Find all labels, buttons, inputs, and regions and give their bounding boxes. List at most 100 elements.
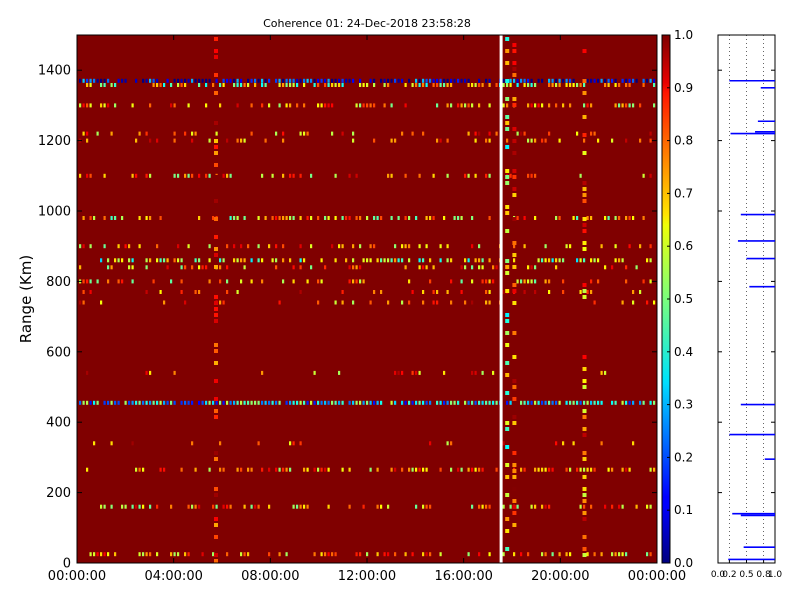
heatmap-cell <box>572 83 575 87</box>
heatmap-cell <box>541 138 544 143</box>
heatmap-cell <box>569 400 572 405</box>
y-tick-label: 800 <box>46 275 71 290</box>
heatmap-cell <box>582 499 587 503</box>
heatmap-cell <box>534 216 537 220</box>
heatmap-cell <box>257 400 260 405</box>
heatmap-cell <box>355 552 358 557</box>
heatmap-cell <box>408 300 411 305</box>
heatmap-cell <box>121 504 124 509</box>
heatmap-cell <box>429 279 432 284</box>
heatmap-cell <box>219 300 222 305</box>
heatmap-cell <box>383 78 386 83</box>
heatmap-cell <box>208 173 211 178</box>
heatmap-cell <box>341 467 344 472</box>
heatmap-cell <box>474 138 477 143</box>
heatmap-cell <box>505 445 510 449</box>
heatmap-cell <box>142 504 145 509</box>
heatmap-cell <box>471 216 474 220</box>
heatmap-cell <box>582 181 587 185</box>
heatmap-cell <box>282 216 285 220</box>
heatmap-cell <box>275 131 278 136</box>
heatmap-cell <box>436 138 439 143</box>
heatmap-cell <box>548 131 551 136</box>
heatmap-cell <box>380 216 383 220</box>
heatmap-cell <box>296 504 299 509</box>
heatmap-cell <box>226 552 229 557</box>
heatmap-cell <box>359 265 362 270</box>
heatmap-cell <box>649 467 652 472</box>
heatmap-cell <box>299 290 302 294</box>
heatmap-cell <box>170 103 173 108</box>
heatmap-cell <box>345 258 348 263</box>
heatmap-cell <box>324 400 327 405</box>
heatmap-cell <box>268 467 271 472</box>
heatmap-cell <box>163 258 166 263</box>
heatmap-cell <box>285 552 288 557</box>
heatmap-cell <box>530 103 533 108</box>
heatmap-cell <box>415 370 418 375</box>
heatmap-cell <box>257 216 260 220</box>
heatmap-cell <box>576 83 579 87</box>
heatmap-cell <box>408 279 411 284</box>
heatmap-cell <box>250 279 253 284</box>
heatmap-cell <box>394 78 397 83</box>
heatmap-cell <box>530 78 533 83</box>
heatmap-cell <box>352 400 355 405</box>
heatmap-cell <box>187 78 190 83</box>
heatmap-cell <box>505 181 510 185</box>
heatmap-cell <box>214 253 218 257</box>
heatmap-cell <box>299 441 302 446</box>
heatmap-cell <box>247 400 250 405</box>
heatmap-cell <box>135 138 138 143</box>
heatmap-cell <box>408 244 411 249</box>
heatmap-cell <box>505 61 510 65</box>
heatmap-cell <box>429 400 432 405</box>
heatmap-cell <box>110 265 113 270</box>
heatmap-cell <box>649 173 652 178</box>
heatmap-cell <box>512 67 517 71</box>
heatmap-cell <box>114 216 117 220</box>
heatmap-cell <box>149 504 152 509</box>
heatmap-cell <box>275 467 278 472</box>
heatmap-cell <box>548 400 551 405</box>
heatmap-cell <box>166 78 169 83</box>
heatmap-cell <box>429 216 432 220</box>
heatmap-cell <box>582 385 587 389</box>
heatmap-cell <box>149 370 152 375</box>
heatmap-cell <box>303 400 306 405</box>
heatmap-cell <box>611 552 614 557</box>
heatmap-cell <box>565 83 568 87</box>
heatmap-cell <box>488 131 491 136</box>
heatmap-cell <box>159 258 162 263</box>
colorbar-tick-label: 0.2 <box>674 450 693 464</box>
x-tick-label: 04:00:00 <box>144 569 202 584</box>
heatmap-cell <box>243 400 246 405</box>
heatmap-cell <box>439 244 442 249</box>
profile-x-tick-label: 0.0 <box>711 570 726 580</box>
heatmap-cell <box>544 258 547 263</box>
heatmap-cell <box>505 313 510 317</box>
heatmap-cell <box>261 83 264 87</box>
heatmap-cell <box>194 290 197 294</box>
heatmap-cell <box>236 103 239 108</box>
heatmap-cell <box>582 433 587 437</box>
heatmap-cell <box>512 415 517 419</box>
heatmap-cell <box>229 216 232 220</box>
heatmap-cell <box>359 103 362 108</box>
heatmap-cell <box>324 216 327 220</box>
heatmap-cell <box>537 103 540 108</box>
heatmap-cell <box>275 78 278 83</box>
heatmap-cell <box>198 173 201 178</box>
heatmap-cell <box>278 83 281 87</box>
heatmap-cell <box>201 400 204 405</box>
heatmap-cell <box>327 400 330 405</box>
heatmap-cell <box>628 216 631 220</box>
heatmap-cell <box>488 504 491 509</box>
heatmap-cell <box>551 83 554 87</box>
heatmap-cell <box>471 504 474 509</box>
heatmap-cell <box>460 265 463 270</box>
heatmap-cell <box>348 265 351 270</box>
heatmap-cell <box>292 400 295 405</box>
heatmap-cell <box>313 370 316 375</box>
heatmap-cell <box>355 216 358 220</box>
